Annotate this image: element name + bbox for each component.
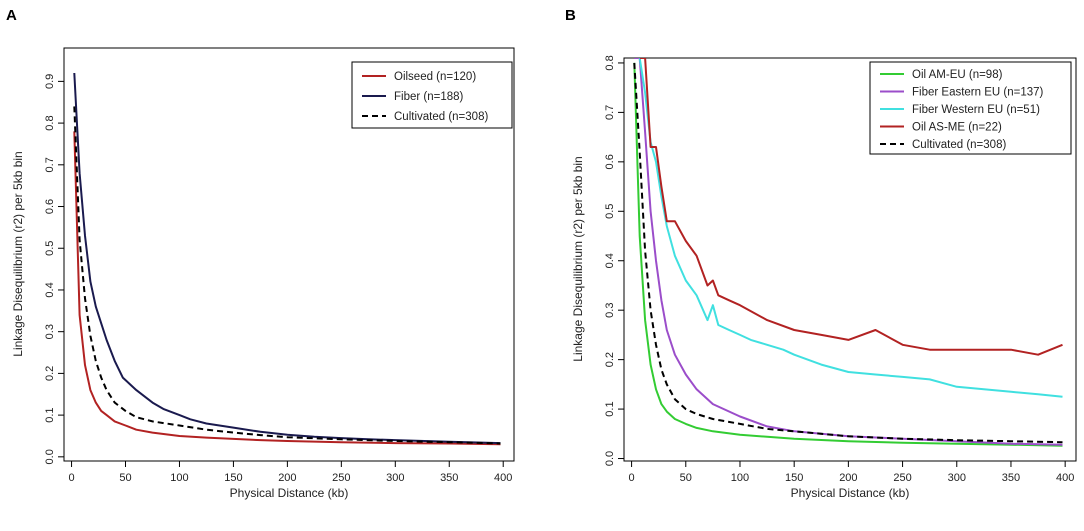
y-tick-label: 0.3 [604,303,616,318]
x-axis-ticks: 0 50 100 150 200 250 300 350 400 [68,461,512,484]
x-tick-label: 250 [893,472,911,484]
x-tick-label: 50 [680,472,692,484]
x-tick-label: 200 [278,472,296,484]
legend-entry: Cultivated (n=308) [912,139,1006,151]
legend-entry: Fiber Eastern EU (n=137) [912,87,1044,99]
series-lines [633,58,1063,447]
plot-frame [623,57,1077,462]
y-tick-label: 0.7 [44,157,56,172]
y-axis-title: Linkage Disequilibrium (r2) per 5kb bin [571,156,585,361]
legend-entry: Oil AS-ME (n=22) [912,122,1002,134]
x-tick-label: 150 [224,472,242,484]
legend-entry: Cultivated (n=308) [394,111,488,123]
y-tick-label: 0.5 [44,241,56,256]
series-line-oil-as-me-n-22 [639,58,1063,356]
series-line-fiber-western-eu-n-51 [638,58,1063,398]
legend-entry: Oil AM-EU (n=98) [912,69,1003,81]
panel-letter-b: B [565,7,576,24]
plot-frame [63,47,515,462]
y-axis-ticks: 0.0 0.1 0.2 0.3 0.4 0.5 0.6 0.7 0.8 [604,55,624,466]
panel-b-ld-decay-subpopulations: B 0 50 100 150 200 250 300 350 400 0.00.10.20.30… [565,7,1077,500]
x-tick-label: 350 [440,472,458,484]
x-tick-label: 300 [386,472,404,484]
panel-a-ld-decay-oilseed-fiber: A 0 50 100 150 200 250 300 350 400 0.00.10.20.30… [6,7,515,500]
x-tick-label: 50 [119,472,131,484]
y-tick-label: 0.4 [44,282,56,297]
legend-entry: Fiber (n=188) [394,91,464,103]
y-tick-label: 0.0 [44,449,56,464]
x-tick-label: 250 [332,472,350,484]
legend: Oilseed (n=120) Fiber (n=188) Cultivated (… [351,61,513,129]
x-tick-label: 0 [68,472,74,484]
x-tick-label: 400 [1056,472,1074,484]
y-tick-label: 0.8 [44,115,56,130]
x-axis-ticks: 0 50 100 150 200 250 300 350 400 [629,461,1074,484]
y-tick-label: 0.3 [44,324,56,339]
series-lines [73,72,501,446]
series-line-fiber-n-188 [73,72,501,445]
x-tick-label: 100 [170,472,188,484]
y-axis-title: Linkage Disequilibrium (r2) per 5kb bin [11,151,25,356]
y-tick-label: 0.1 [604,401,616,416]
legend-entry: Fiber Western EU (n=51) [912,104,1040,116]
x-axis-title: Physical Distance (kb) [791,486,910,500]
y-tick-label: 0.4 [604,253,616,268]
y-tick-label: 0.8 [604,55,616,70]
y-tick-label: 0.0 [604,451,616,466]
x-tick-label: 350 [1002,472,1020,484]
y-tick-label: 0.1 [44,407,56,422]
x-tick-label: 100 [731,472,749,484]
y-tick-label: 0.9 [44,74,56,89]
y-axis-ticks: 0.0 0.1 0.2 0.3 0.4 0.5 0.6 0.7 0.8 0.9 [44,74,64,464]
x-tick-label: 400 [494,472,512,484]
legend-entry: Oilseed (n=120) [394,71,476,83]
legend: Oil AM-EU (n=98) Fiber Eastern EU (n=137)… [869,61,1072,155]
y-tick-label: 0.6 [604,154,616,169]
x-tick-label: 300 [948,472,966,484]
y-tick-label: 0.2 [44,366,56,381]
series-line-oilseed-n-120 [73,131,501,446]
series-line-oil-am-eu-n-98 [633,62,1063,447]
y-tick-label: 0.2 [604,352,616,367]
x-axis-title: Physical Distance (kb) [230,486,349,500]
y-tick-label: 0.6 [44,199,56,214]
series-line-cultivated-n-308 [633,62,1063,444]
y-tick-label: 0.7 [604,105,616,120]
y-tick-label: 0.5 [604,204,616,219]
x-tick-label: 0 [629,472,635,484]
series-line-cultivated-n-308 [73,106,501,445]
x-tick-label: 150 [785,472,803,484]
panel-letter-a: A [6,7,17,24]
x-tick-label: 200 [839,472,857,484]
